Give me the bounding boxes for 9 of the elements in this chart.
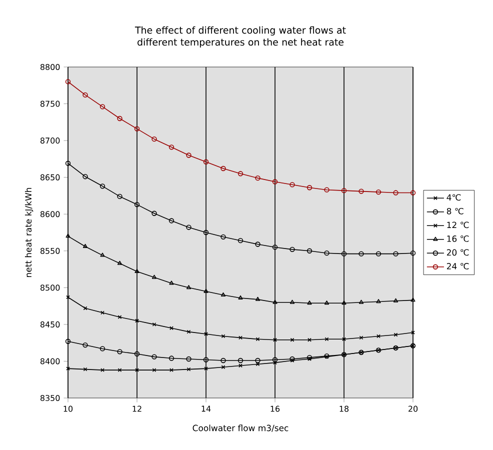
legend-label: 8 ℃ — [446, 208, 464, 214]
legend-label: 24 ℃ — [446, 263, 469, 270]
legend-label: 12 ℃ — [447, 222, 469, 228]
y-axis-title: nett heat rate kJ/kWh — [24, 188, 34, 277]
x-axis-title: Coolwater flow m3/sec — [192, 424, 288, 432]
legend-label: 4℃ — [446, 194, 461, 201]
chart-title: The effect of different cooling water flows at different temperatures on the net heat rate — [134, 26, 346, 48]
legend-label: 20 ℃ — [446, 249, 469, 256]
legend-label: 16 ℃ — [447, 235, 469, 242]
